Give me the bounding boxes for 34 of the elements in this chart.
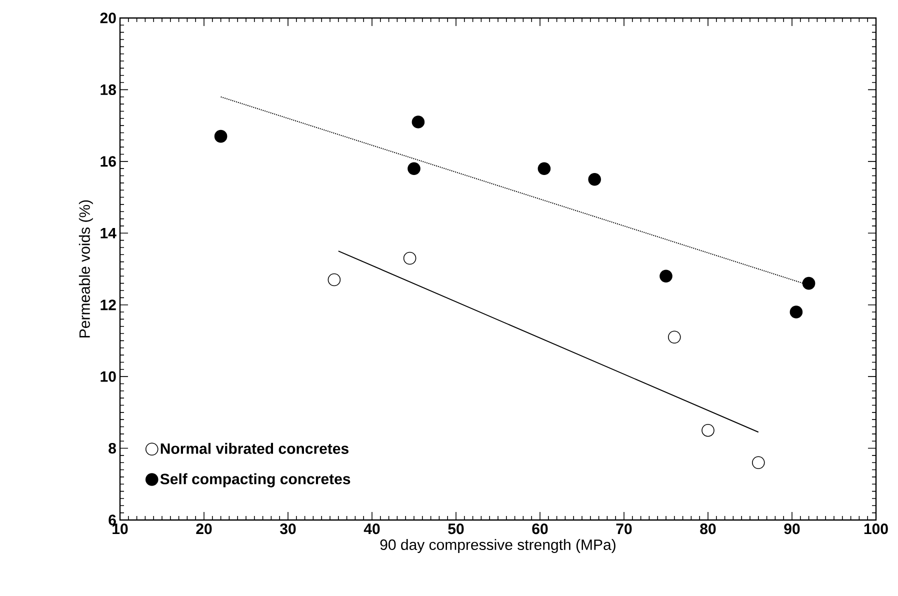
- point: [538, 162, 551, 175]
- legend-label: Self compacting concretes: [160, 473, 350, 488]
- point: [214, 130, 228, 143]
- x-axis-title: 90 day compressive strength (MPa): [380, 539, 616, 553]
- x-tick-label: 60: [532, 524, 548, 534]
- y-tick-label: 14: [100, 228, 116, 238]
- y-tick-label: 16: [100, 156, 116, 167]
- y-tick-label: 6: [108, 514, 116, 526]
- x-tick-label: 40: [364, 524, 380, 534]
- point: [403, 252, 416, 265]
- point: [702, 424, 714, 437]
- y-tick-label: 12: [100, 300, 116, 310]
- x-tick-label: 80: [700, 524, 716, 534]
- legend-label: Normal vibrated concretes: [160, 442, 348, 454]
- x-tick-label: 20: [196, 524, 212, 534]
- x-tick-label: 100: [864, 524, 888, 534]
- y-tick-label: 18: [100, 84, 116, 96]
- point: [588, 172, 601, 186]
- y-axis-title: Permeable voids (%): [78, 200, 93, 338]
- y-tick-label: 10: [100, 371, 116, 382]
- x-tick-label: 50: [448, 524, 464, 534]
- y-tick-label: 8: [108, 442, 116, 454]
- point: [408, 162, 420, 175]
- point: [668, 330, 681, 344]
- point: [328, 273, 341, 286]
- point: [660, 270, 672, 283]
- x-tick-label: 90: [784, 524, 800, 534]
- point: [412, 116, 425, 128]
- y-tick-label: 20: [100, 12, 116, 24]
- x-tick-label: 70: [616, 524, 632, 534]
- point: [802, 276, 816, 290]
- point: [790, 306, 803, 318]
- x-tick-label: 30: [280, 524, 296, 534]
- point: [752, 456, 765, 470]
